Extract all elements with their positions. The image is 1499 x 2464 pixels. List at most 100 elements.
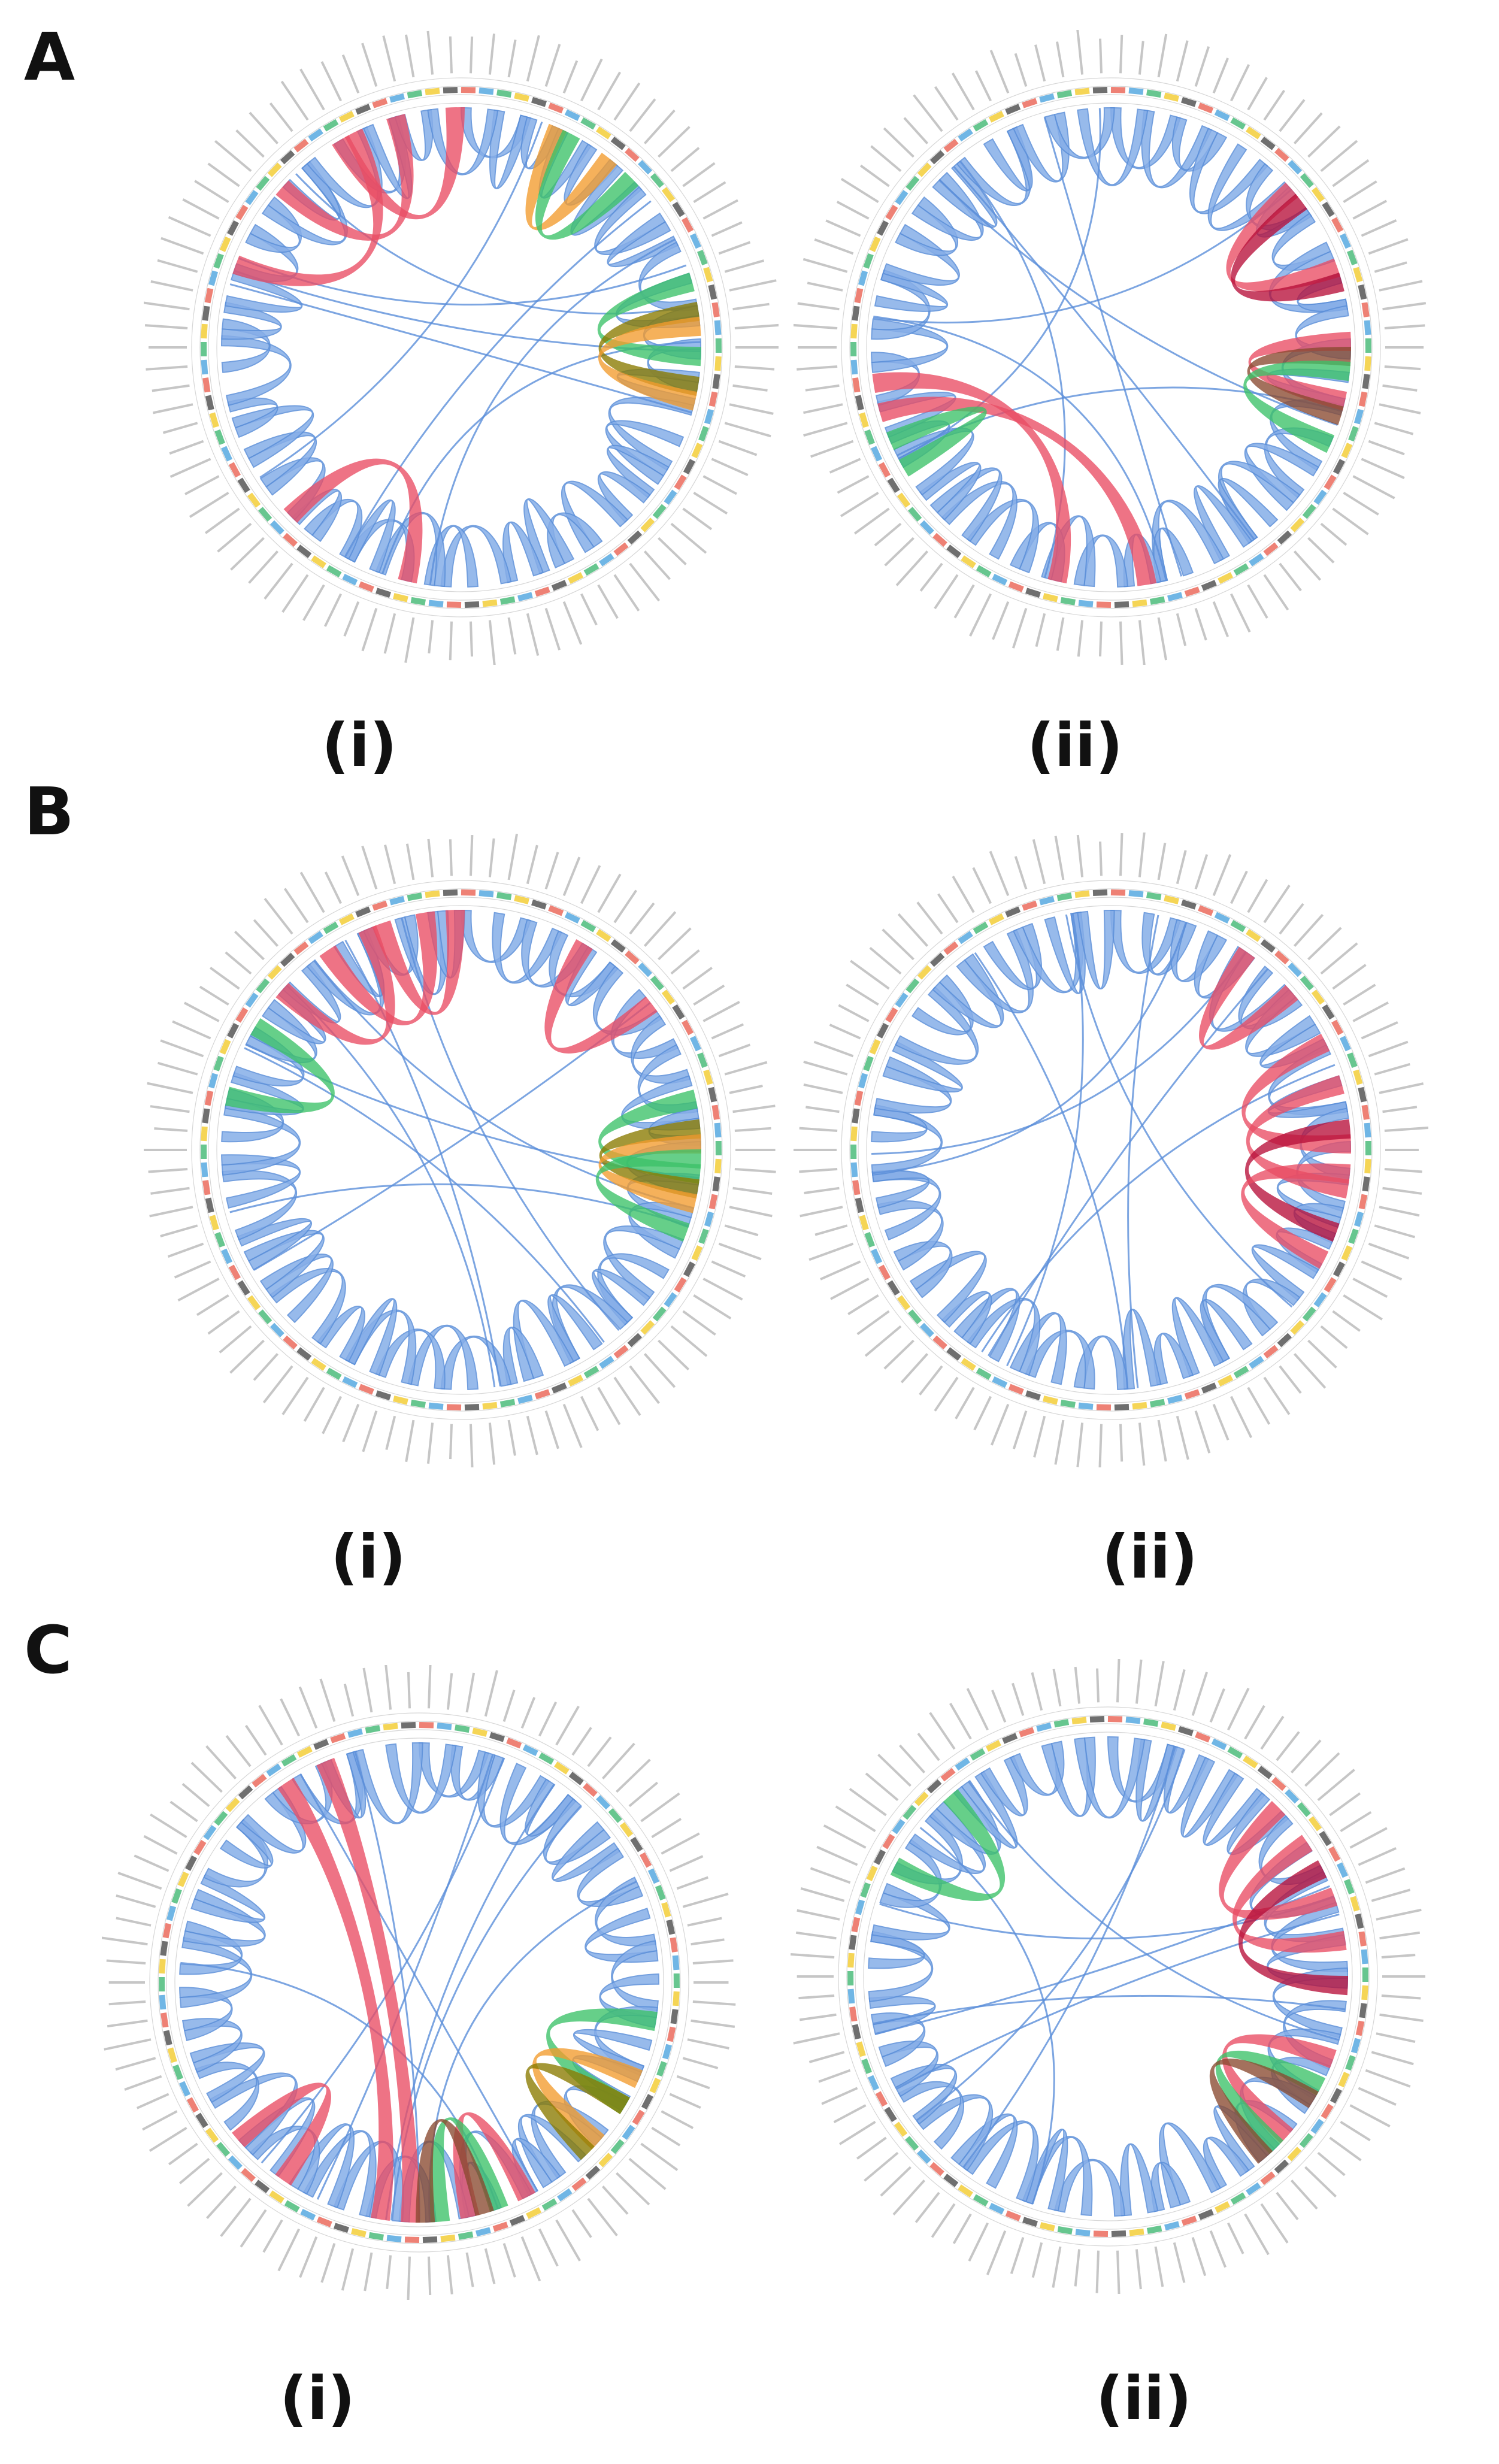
long-link (988, 968, 1269, 1357)
gene-label-mark (1076, 30, 1084, 75)
gene-label-mark (1227, 2222, 1244, 2254)
gene-label-mark (613, 889, 638, 924)
gene-label-mark (972, 867, 992, 904)
segment-block (859, 412, 869, 428)
segment-block (1008, 1384, 1024, 1395)
gene-label-mark (799, 1127, 838, 1133)
blue-ribbon (502, 1327, 544, 1386)
gene-label-mark (1343, 492, 1379, 516)
gene-label-mark (142, 2110, 178, 2131)
gene-label-mark (836, 201, 870, 220)
gene-label-mark (1056, 617, 1065, 651)
gene-label-mark (555, 1705, 580, 1746)
gene-label-mark (865, 1772, 899, 1802)
gene-label-mark (669, 2093, 701, 2109)
segment-block (1019, 1727, 1035, 1737)
long-link (259, 121, 543, 479)
track-ring (841, 77, 1381, 617)
gene-label-mark (692, 2000, 736, 2006)
segment-block (992, 573, 1008, 586)
segment-block (596, 1795, 611, 1810)
gene-label-mark (791, 1953, 835, 1959)
gene-label-mark (711, 1260, 746, 1278)
gene-label-mark (1173, 2242, 1186, 2283)
blue-ribbon (552, 1821, 621, 1882)
segment-block (585, 2165, 601, 2180)
segment-block (342, 1376, 358, 1388)
gene-label-mark (919, 562, 943, 592)
segment-block (908, 507, 922, 522)
gene-label-mark (427, 839, 434, 877)
gene-label-mark (597, 71, 622, 111)
highlight-ribbon (1231, 193, 1344, 302)
segment-block (670, 2009, 679, 2024)
segment-block (237, 477, 250, 494)
segment-block (946, 1347, 962, 1361)
gene-label-mark (154, 1127, 188, 1133)
segment-block (1089, 1716, 1105, 1723)
gene-label-mark (870, 145, 902, 172)
gene-label-mark (1317, 1769, 1355, 1802)
gene-label-mark (106, 1959, 146, 1965)
segment-block (1274, 147, 1289, 162)
gene-label-mark (571, 1727, 592, 1756)
gene-label-mark (919, 1365, 943, 1396)
segment-block (517, 592, 533, 602)
gene-label-mark (724, 422, 771, 438)
gene-label-mark (1116, 1659, 1121, 1703)
segment-block (1002, 1733, 1018, 1744)
blue-ribbon (1120, 2143, 1159, 2217)
segment-block (269, 1322, 284, 1337)
gene-label-mark (148, 1167, 188, 1173)
segment-block (1218, 572, 1234, 584)
segment-block (919, 1322, 934, 1337)
gene-label-mark (718, 1043, 751, 1058)
gene-label-mark (1244, 1705, 1265, 1740)
segment-block (541, 2198, 558, 2211)
gene-label-mark (1212, 601, 1230, 637)
gene-label-mark (150, 280, 193, 292)
segment-labels (794, 833, 1428, 1467)
segment-block (1311, 187, 1325, 202)
blue-ribbon (941, 1291, 992, 1345)
blue-ribbon (502, 521, 544, 583)
segment-block (860, 1882, 871, 1898)
long-link (873, 316, 1167, 581)
segment-block (1246, 929, 1261, 942)
segment-block (850, 359, 858, 375)
sublabel-c-ii: (ii) (1096, 2363, 1192, 2433)
gene-label-mark (835, 1805, 876, 1832)
long-link (316, 1754, 494, 2200)
gene-label-mark (1349, 1827, 1388, 1849)
segment-block (221, 446, 233, 462)
segment-block (861, 2058, 872, 2074)
segment-block (869, 1039, 881, 1055)
sublabel-b-i: (i) (331, 1522, 406, 1592)
segment-block (161, 2012, 169, 2028)
segment-block (389, 93, 405, 103)
segment-block (878, 462, 891, 478)
gene-label-mark (816, 1845, 858, 1866)
blue-ribbon (871, 1104, 928, 1143)
highlight-ribbon (595, 1149, 702, 1242)
segment-block (871, 446, 883, 462)
gene-label-mark (613, 82, 641, 121)
blue-ribbons (871, 909, 1351, 1390)
gene-label-mark (702, 1278, 743, 1301)
long-link (229, 283, 692, 414)
segment-block (267, 162, 282, 177)
blue-ribbon (611, 1940, 659, 2012)
long-link (968, 1781, 1340, 2041)
gene-label-mark (1361, 219, 1397, 237)
segment-block (205, 2127, 219, 2143)
segment-block (1149, 596, 1165, 605)
segment-block (598, 2153, 613, 2168)
segment-block (638, 160, 653, 175)
gene-label-mark (520, 1697, 536, 1729)
highlight-ribbon (1209, 2059, 1319, 2164)
blue-ribbon (879, 1839, 942, 1908)
segment-block (202, 305, 210, 321)
segment-block (1285, 1789, 1300, 1804)
segment-block (638, 962, 653, 977)
gene-label-mark (968, 2222, 989, 2262)
